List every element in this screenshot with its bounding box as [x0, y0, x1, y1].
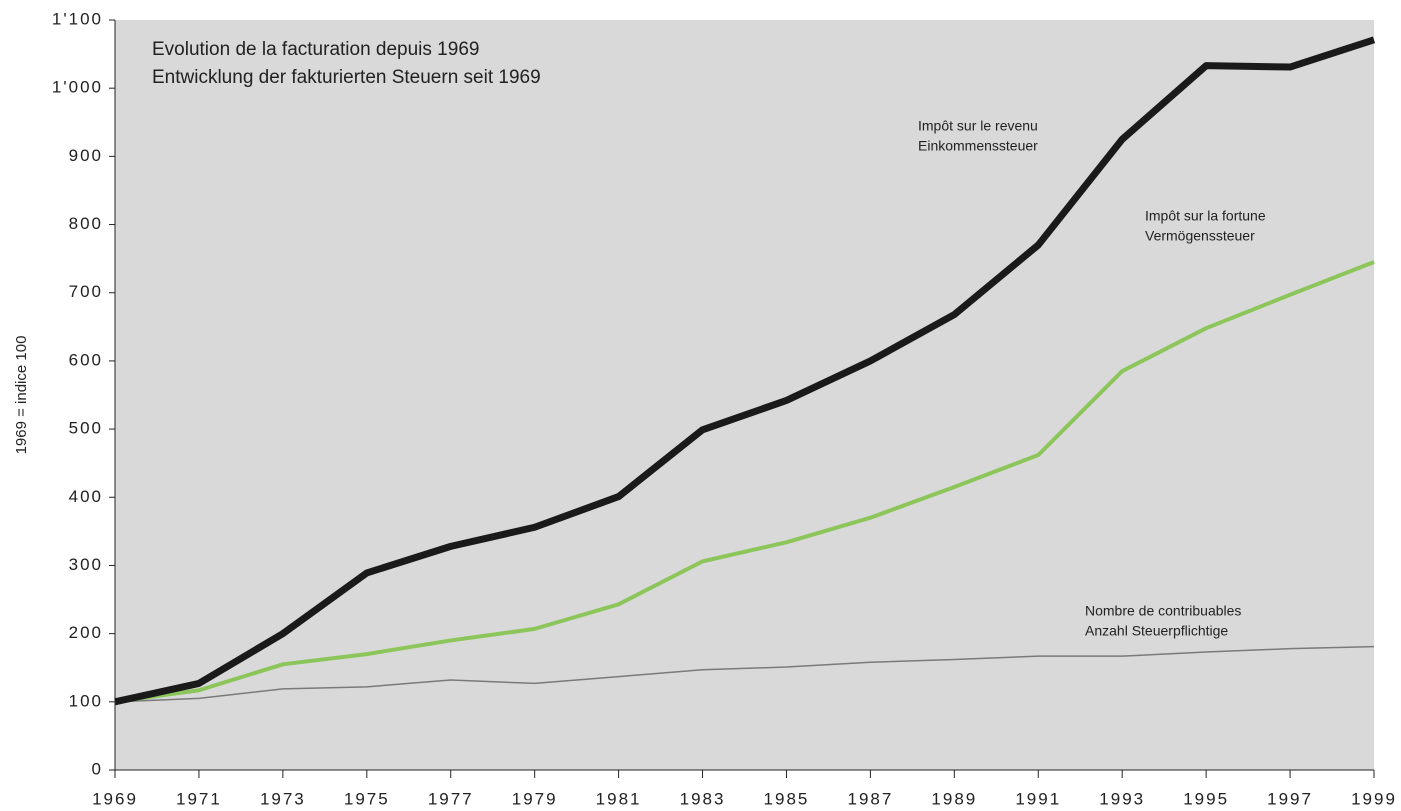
series-line	[114, 645, 1375, 703]
y-tick-label: 300	[69, 555, 103, 574]
x-tick-label: 1969	[92, 789, 138, 808]
plot-area	[115, 20, 1374, 770]
x-tick-label: 1997	[1267, 789, 1313, 808]
series-line	[114, 36, 1376, 706]
x-tick-label: 1977	[428, 789, 474, 808]
x-tick-label: 1973	[260, 789, 306, 808]
y-tick-label: 900	[69, 146, 103, 165]
series-label: Einkommenssteuer	[918, 138, 1038, 154]
x-tick-label: 1989	[931, 789, 977, 808]
x-tick-label: 1985	[764, 789, 810, 808]
series-label: Vermögenssteuer	[1145, 228, 1255, 244]
y-tick-label: 1'100	[52, 9, 103, 28]
x-tick-label: 1995	[1183, 789, 1229, 808]
y-tick-label: 100	[69, 691, 103, 710]
series-label: Nombre de contribuables	[1085, 603, 1241, 619]
series-label: Anzahl Steuerpflichtige	[1085, 623, 1228, 639]
x-tick-label: 1991	[1015, 789, 1061, 808]
chart-title: Entwicklung der fakturierten Steuern sei…	[152, 67, 541, 88]
y-axis-label: 1969 = indice 100	[13, 336, 30, 455]
y-tick-label: 800	[69, 214, 103, 233]
x-tick-label: 1999	[1351, 789, 1397, 808]
x-tick-label: 1983	[680, 789, 726, 808]
y-tick-label: 400	[69, 487, 103, 506]
series-label: Impôt sur le revenu	[918, 118, 1038, 134]
y-tick-label: 200	[69, 623, 103, 642]
x-tick-label: 1975	[344, 789, 390, 808]
series-line	[114, 260, 1375, 704]
y-tick-label: 600	[69, 350, 103, 369]
x-tick-label: 1971	[176, 789, 222, 808]
x-tick-label: 1993	[1099, 789, 1145, 808]
series-label: Impôt sur la fortune	[1145, 208, 1266, 224]
x-tick-label: 1981	[596, 789, 642, 808]
y-tick-label: 0	[92, 759, 103, 778]
x-tick-label: 1979	[512, 789, 558, 808]
y-tick-label: 500	[69, 419, 103, 438]
x-tick-label: 1987	[847, 789, 893, 808]
y-tick-label: 700	[69, 282, 103, 301]
chart-title: Evolution de la facturation depuis 1969	[152, 39, 479, 60]
y-tick-label: 1'000	[52, 78, 103, 97]
